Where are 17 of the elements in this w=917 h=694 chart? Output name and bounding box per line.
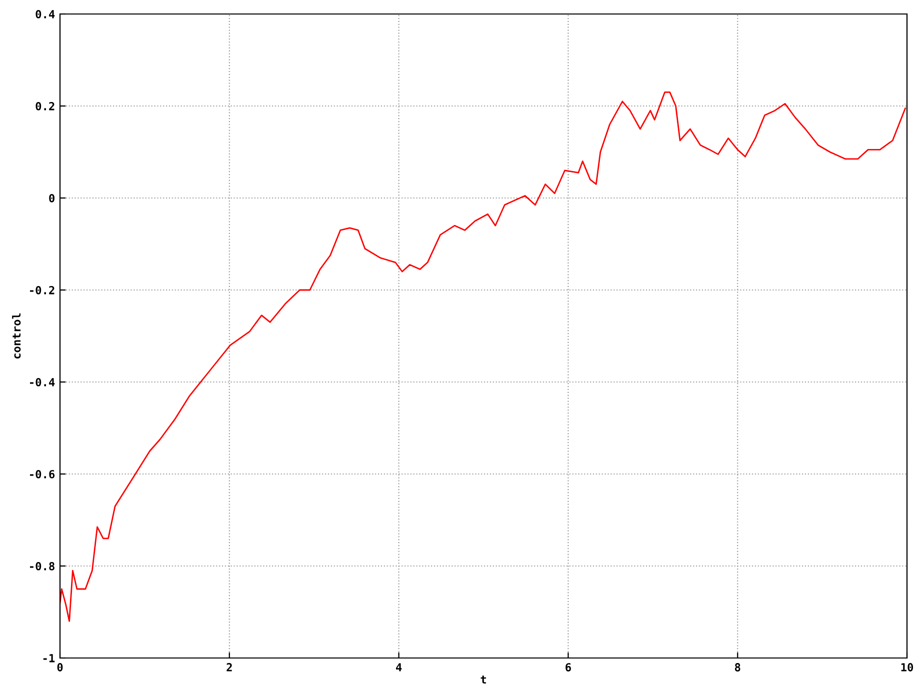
y-tick-label: 0 [49,194,54,202]
y-tick-label: -0.8 [30,562,54,570]
y-tick-label: -0.6 [30,470,55,478]
y-tick-label: -0.2 [30,286,54,294]
x-tick-label: 4 [396,663,402,672]
y-tick-label: 0.2 [36,102,54,110]
x-tick-label: 2 [226,663,232,672]
y-tick-label: -1 [43,654,55,662]
y-tick-label: -0.4 [30,378,55,386]
x-tick-label: 8 [734,663,740,672]
x-tick-label: 0 [57,663,63,672]
y-axis-title: control [12,313,21,358]
x-tick-label: 10 [901,663,914,672]
x-tick-label: 6 [566,663,571,672]
line-series [60,92,906,622]
y-tick-label: 0.4 [36,10,55,18]
x-axis-title: t [480,676,486,684]
